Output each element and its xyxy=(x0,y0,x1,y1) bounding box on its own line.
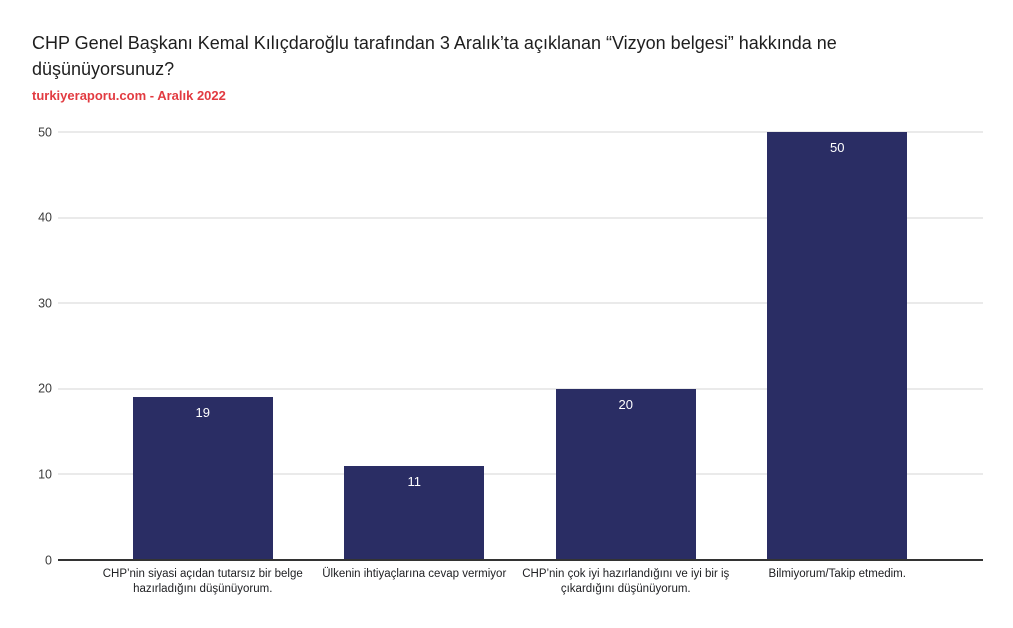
bar: 20 xyxy=(555,388,696,560)
gridline xyxy=(58,217,983,219)
x-axis-labels: CHP’nin siyasi açıdan tutarsız bir belge… xyxy=(97,567,943,597)
x-axis-category-label: Bilmiyorum/Takip etmedim. xyxy=(768,568,906,580)
bar-slot: 50 xyxy=(732,132,944,560)
bar-slot: 19 xyxy=(97,132,309,560)
source-label: turkiyeraporu.com - Aralık 2022 xyxy=(32,88,226,103)
bar-value-label: 20 xyxy=(618,396,633,412)
bar-value-label: 19 xyxy=(195,405,210,421)
bar-value-label: 11 xyxy=(407,473,422,489)
bar: 19 xyxy=(132,397,273,560)
gridline xyxy=(58,302,983,304)
bar-slot: 11 xyxy=(309,132,521,560)
gridlines-layer xyxy=(58,131,983,560)
x-axis-category-label: Ülkenin ihtiyaçlarına cevap vermiyor xyxy=(322,568,507,580)
x-axis-line xyxy=(58,559,983,561)
y-axis-tick-label: 30 xyxy=(38,295,52,310)
bar-value-label: 50 xyxy=(830,140,845,155)
x-axis-category-label: CHP’nin siyasi açıdan tutarsız bir belge… xyxy=(102,568,303,595)
page-title: CHP Genel Başkanı Kemal Kılıçdaroğlu tar… xyxy=(32,33,837,79)
y-axis-tick-label: 20 xyxy=(38,381,52,396)
gridline xyxy=(58,131,983,133)
y-axis: 0 10 20 30 40 50 xyxy=(0,126,52,566)
gridline xyxy=(58,473,983,475)
plot-area: 19 11 20 50 xyxy=(58,131,983,561)
gridline xyxy=(58,388,983,390)
y-axis-tick-label: 40 xyxy=(38,210,52,225)
bar: 50 xyxy=(767,132,908,560)
y-axis-tick-label: 10 xyxy=(38,467,52,482)
x-axis-category-label: CHP’nin çok iyi hazırlandığını ve iyi bi… xyxy=(522,568,730,595)
bar-slot: 20 xyxy=(520,132,732,560)
y-axis-tick-label: 0 xyxy=(45,552,52,567)
y-axis-tick-label: 50 xyxy=(38,124,52,139)
bars-layer: 19 11 20 50 xyxy=(97,132,943,560)
bar: 11 xyxy=(344,465,485,560)
